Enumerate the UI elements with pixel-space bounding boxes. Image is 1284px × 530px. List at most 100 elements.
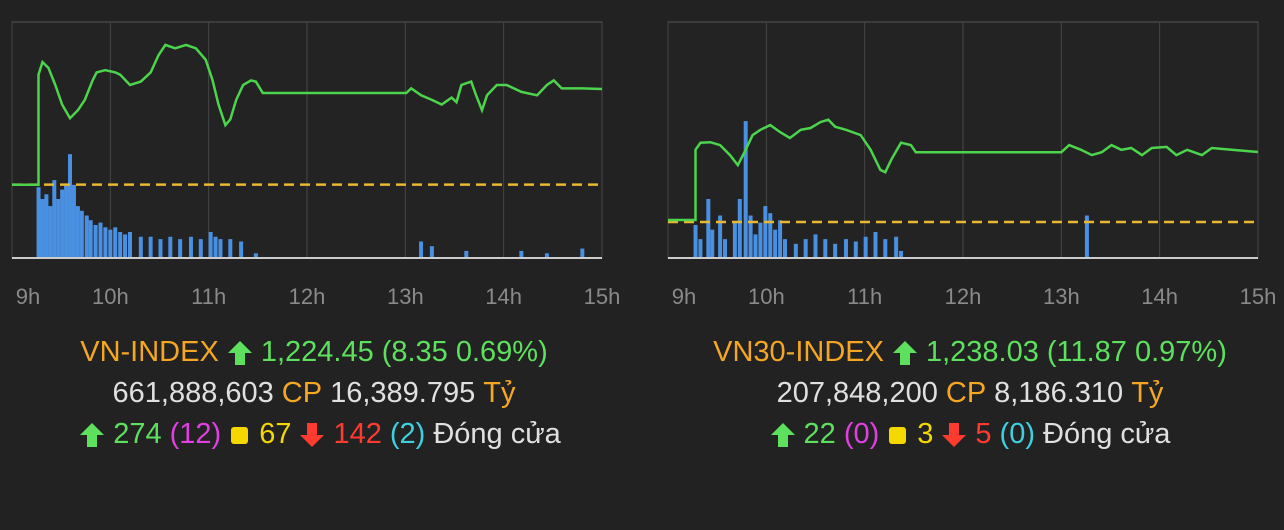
x-tick-label: 10h [92, 284, 129, 309]
volume-bar [778, 220, 783, 258]
unit: CP [281, 377, 323, 409]
x-tick-label: 15h [1240, 284, 1277, 309]
volume-bar [464, 250, 469, 258]
index-name: VN-INDEX [80, 336, 219, 368]
volume-bar [758, 222, 763, 258]
volume-bar [60, 189, 65, 258]
volume-bar [188, 236, 193, 258]
volume-bar [710, 229, 715, 258]
volume-bar [158, 239, 163, 258]
x-tick-label: 9h [16, 284, 40, 309]
volume-bar [138, 236, 143, 258]
volume: 661,888,603 [112, 377, 274, 409]
volume-bar [64, 184, 69, 258]
square-icon [889, 426, 907, 444]
volume-bar [108, 229, 113, 258]
volume-bar [753, 234, 758, 258]
index-value: 1,238.03 [925, 336, 1039, 368]
volume-bar [79, 210, 84, 258]
volume-bar [843, 239, 848, 258]
volume-row: 661,888,603 CP 16,389.795 Tỷ [0, 377, 628, 410]
volume-bar [213, 236, 218, 258]
volume-bar [168, 236, 173, 258]
breadth-row: 274 (12) 67 142 (2) Đóng cửa [0, 418, 640, 451]
advances: 22 [803, 418, 836, 450]
traded: 16,389.795 [330, 377, 476, 409]
volume-bar [698, 239, 703, 258]
volume-bar [71, 184, 76, 258]
volume-bar [718, 215, 723, 258]
volume-bar [98, 222, 103, 258]
index-value: 1,224.45 [260, 336, 374, 368]
volume-bar [883, 239, 888, 258]
x-tick-label: 13h [1043, 284, 1080, 309]
down-icon [300, 422, 325, 447]
x-tick-label: 12h [289, 284, 326, 309]
unit: CP [945, 377, 987, 409]
volume-bar [419, 241, 424, 258]
volume-bar [178, 239, 183, 258]
declines: 142 [333, 418, 382, 450]
ceiling: (12) [169, 418, 222, 450]
volume-bar [198, 239, 203, 258]
volume-bar [783, 239, 788, 258]
ceiling: (0) [843, 418, 880, 450]
index-change: (11.87 0.97%) [1046, 336, 1227, 368]
volume-bar [580, 248, 585, 258]
volume-bar [123, 234, 128, 258]
declines: 5 [975, 418, 992, 450]
unchanged: 67 [259, 418, 292, 450]
x-tick-label: 14h [1141, 284, 1178, 309]
volume-bar [763, 206, 768, 258]
volume-bar [148, 236, 153, 258]
index-name: VN30-INDEX [713, 336, 884, 368]
volume-bar [823, 239, 828, 258]
volume-bar [103, 227, 108, 258]
status: Đóng cửa [1043, 418, 1171, 450]
volume-bar [748, 215, 753, 258]
x-tick-label: 11h [847, 284, 882, 309]
volume-bar [853, 241, 858, 258]
volume-bar [743, 121, 748, 259]
advances: 274 [113, 418, 162, 450]
volume-bar [773, 229, 778, 258]
volume-bar [732, 222, 737, 258]
volume-bar [88, 220, 93, 258]
volume-bar [68, 154, 73, 258]
x-tick-label: 9h [672, 284, 696, 309]
volume-bar [56, 199, 61, 258]
breadth-row: 22 (0) 3 5 (0) Đóng cửa [656, 418, 1284, 451]
floor: (2) [389, 418, 426, 450]
square-icon [231, 426, 249, 444]
volume-bar [693, 224, 698, 258]
volume-bar [113, 227, 118, 258]
volume-bar [793, 243, 798, 258]
up-icon [227, 340, 252, 365]
volume-bar [228, 239, 233, 258]
volume-bar [899, 250, 904, 258]
volume-bar [52, 180, 57, 258]
volume-bar [429, 246, 434, 258]
x-tick-label: 12h [945, 284, 982, 309]
volume-bar [44, 194, 49, 258]
volume-bar [863, 236, 868, 258]
volume-bar [833, 243, 838, 258]
floor: (0) [999, 418, 1035, 450]
volume-bar [75, 206, 80, 258]
volume-bar [118, 232, 123, 258]
charts: 9h 10h 11h 12h 13h 14h 15h 9h 10h 11h 12h 13h 14h 15h [11, 21, 1277, 309]
volume-bar [768, 213, 773, 258]
volume-bar [737, 199, 742, 258]
x-tick-label: 15h [584, 284, 621, 309]
index-row: VN-INDEX 1,224.45 (8.35 0.69%) [0, 336, 628, 369]
volume-bar [239, 241, 244, 258]
x-tick-label: 10h [748, 284, 785, 309]
x-tick-label: 11h [191, 284, 226, 309]
volume: 207,848,200 [776, 377, 938, 409]
volume-bar [1084, 215, 1089, 258]
volume-bar [218, 239, 223, 258]
unit: Tỷ [483, 377, 516, 409]
volume-bar [84, 215, 89, 258]
volume-row: 207,848,200 CP 8,186.310 Tỷ [656, 377, 1284, 410]
index-row: VN30-INDEX 1,238.03 (11.87 0.97%) [656, 336, 1284, 369]
